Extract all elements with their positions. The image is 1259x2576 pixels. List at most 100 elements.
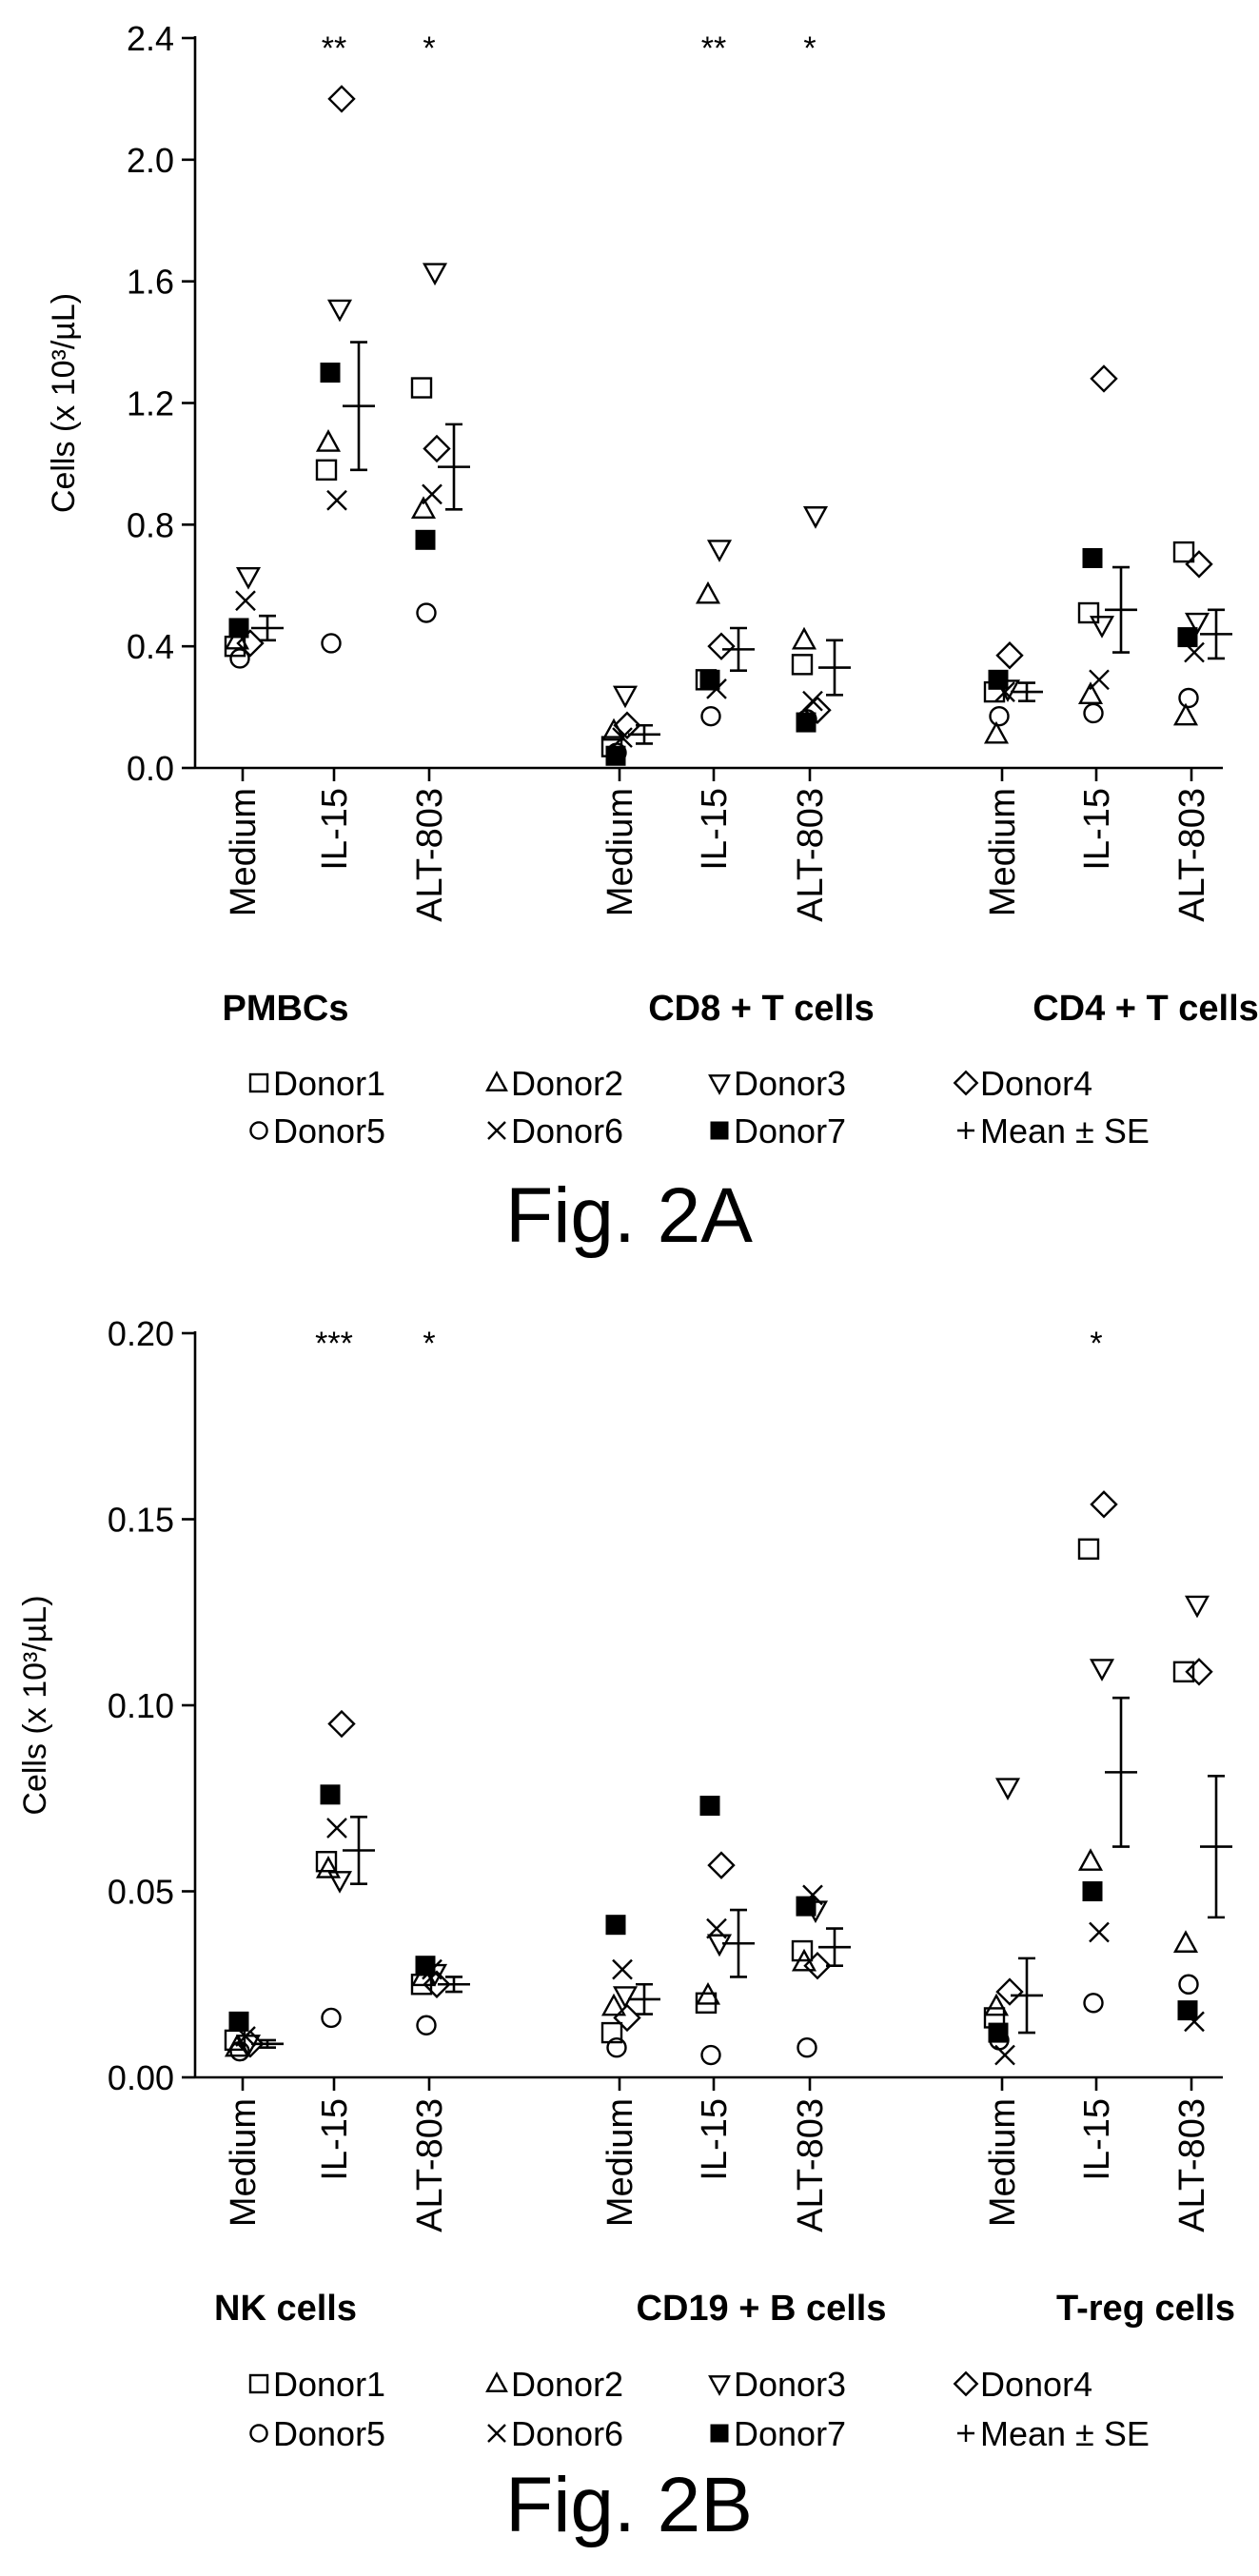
- data-point-square-filled-marker: [699, 669, 720, 690]
- data-point-square-filled-marker: [605, 1915, 626, 1936]
- x-tick-label: Medium: [600, 788, 640, 916]
- y-tick-label: 0.00: [108, 2058, 174, 2097]
- data-point-square-filled-marker: [1177, 627, 1198, 648]
- data-point-triangle-down-marker: [802, 506, 829, 529]
- data-point-circle-marker: [1178, 687, 1199, 709]
- data-point-square-filled-marker: [415, 1956, 436, 1976]
- data-point-circle-marker: [229, 648, 250, 669]
- square-open-marker-icon: [248, 2373, 269, 2394]
- data-point-triangle-up-marker: [315, 1856, 342, 1878]
- data-point-diamond-marker: [1090, 1490, 1118, 1519]
- data-point-square-filled-marker: [796, 712, 816, 733]
- legend-label: Donor4: [980, 1064, 1092, 1103]
- data-point-triangle-up-marker: [983, 1993, 1010, 2016]
- triangle-down-marker-icon: [708, 1074, 731, 1095]
- data-point-circle-marker: [606, 2037, 627, 2058]
- data-point-circle-marker: [700, 705, 721, 727]
- triangle-down-marker-icon: [708, 2375, 731, 2396]
- data-point-square-filled-marker: [605, 745, 626, 766]
- data-point-circle-marker: [321, 2007, 342, 2029]
- group-label: CD19 + B cells: [637, 2289, 887, 2329]
- data-point-square-filled-marker: [796, 1896, 816, 1917]
- significance-marker: **: [322, 30, 346, 67]
- data-point-square-filled-marker: [1082, 1881, 1103, 1901]
- data-point-square-open-marker: [410, 377, 433, 399]
- legend-item: Donor4: [953, 1064, 1092, 1103]
- y-tick-label: 0.20: [108, 1314, 174, 1353]
- data-point-square-filled-marker: [415, 529, 436, 550]
- data-point-triangle-down-marker: [1184, 612, 1210, 636]
- significance-marker: *: [803, 30, 816, 67]
- circle-marker-icon: [249, 2424, 268, 2443]
- y-tick-label: 1.2: [127, 384, 174, 423]
- data-point-circle-marker: [700, 2044, 721, 2066]
- diamond-marker-icon: [953, 1070, 979, 1096]
- data-point-diamond-marker: [236, 629, 265, 658]
- x-tick-label: ALT-803: [791, 788, 831, 922]
- x-tick-label: ALT-803: [1172, 788, 1212, 922]
- legend-item: Donor2: [485, 2365, 623, 2404]
- y-axis-title: Cells (x 10³/µL): [46, 293, 82, 513]
- legend-item: Mean ± SE: [957, 1111, 1150, 1150]
- square-filled-marker-icon: [710, 2424, 729, 2443]
- legend-label: Donor7: [734, 1111, 846, 1150]
- legend-label: Donor5: [273, 1111, 385, 1150]
- data-point-square-filled-marker: [988, 2022, 1009, 2043]
- figure-label: Fig. 2A: [505, 1172, 753, 1259]
- y-axis-title: Cells (x 10³/µL): [17, 1595, 53, 1815]
- legend-item: Donor7: [710, 2414, 846, 2453]
- significance-marker: *: [1090, 1326, 1102, 1362]
- data-point-square-filled-marker: [228, 2011, 249, 2032]
- data-point-square-open-marker: [791, 1939, 814, 1962]
- data-point-triangle-up-marker: [1077, 681, 1104, 704]
- legend-item: Donor6: [487, 1111, 623, 1150]
- data-point-triangle-down-marker: [1089, 616, 1115, 639]
- x-tick-label: Medium: [983, 2098, 1023, 2227]
- significance-marker: *: [423, 1326, 435, 1362]
- y-tick-label: 0.05: [108, 1873, 174, 1912]
- legend-label: Donor2: [511, 1064, 623, 1103]
- data-point-diamond-marker: [1185, 550, 1213, 579]
- x-tick-label: IL-15: [695, 788, 735, 871]
- data-point-diamond-marker: [803, 1952, 832, 1980]
- data-point-circle-marker: [989, 705, 1010, 727]
- data-point-diamond-marker: [1090, 364, 1118, 393]
- legend-item: Donor5: [249, 2414, 385, 2453]
- data-point-x-marker: [235, 590, 256, 612]
- data-point-circle-marker: [1178, 1974, 1199, 1995]
- legend-item: Donor6: [487, 2414, 623, 2453]
- legend-label: Donor6: [511, 2414, 623, 2453]
- group-nk-cells: Medium IL-15 *** ALT-803 * NK cells: [214, 1326, 470, 2329]
- data-point-diamond-marker: [613, 2003, 641, 2033]
- legend-item: Donor2: [485, 1064, 623, 1103]
- data-point-circle-marker: [416, 2015, 437, 2035]
- data-point-square-open-marker: [1077, 601, 1100, 624]
- x-tick-label: IL-15: [315, 2098, 355, 2181]
- data-point-diamond-marker: [995, 641, 1024, 670]
- data-point-triangle-up-marker: [1172, 702, 1199, 726]
- mean-se-icon: [957, 1122, 974, 1139]
- data-point-circle-marker: [1083, 702, 1104, 724]
- x-tick-label: ALT-803: [410, 788, 450, 922]
- data-point-square-filled-marker: [699, 1796, 720, 1817]
- data-point-square-open-marker: [791, 654, 814, 676]
- legend-label: Donor2: [511, 2365, 623, 2404]
- data-point-triangle-down-marker: [326, 299, 353, 323]
- group-cd19-b-cells: Medium IL-15 ALT-803 CD19 + B cells: [600, 1796, 887, 2329]
- data-point-square-open-marker: [600, 2021, 623, 2044]
- significance-marker: ***: [315, 1326, 353, 1362]
- data-point-triangle-up-marker: [791, 626, 817, 650]
- x-marker-icon: [487, 1121, 506, 1140]
- data-point-square-filled-marker: [228, 618, 249, 639]
- x-tick-label: Medium: [600, 2098, 640, 2227]
- significance-marker: *: [423, 30, 435, 67]
- data-point-square-open-marker: [315, 459, 338, 482]
- legend-label: Donor1: [273, 2365, 385, 2404]
- data-point-x-marker: [612, 727, 633, 748]
- data-point-triangle-down-marker: [706, 1934, 733, 1957]
- x-tick-label: IL-15: [1077, 788, 1117, 871]
- data-point-x-marker: [422, 483, 443, 505]
- legend: Donor1 Donor2 Donor3 Donor4 Donor5 Donor6 Dono…: [248, 1064, 1150, 1150]
- triangle-up-marker-icon: [485, 2371, 508, 2392]
